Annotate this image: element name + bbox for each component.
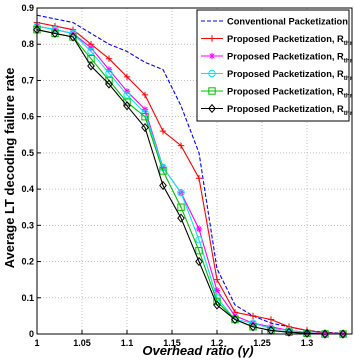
legend-label-main: Proposed Packetization, R [227,34,344,44]
data-point [105,69,113,77]
data-point [208,52,216,60]
data-point [177,189,185,197]
x-tick-label: 1.15 [163,338,181,348]
data-point [159,127,167,135]
legend-item: Proposed Packetization, Rthr = 9 [201,103,355,117]
data-point [213,276,221,283]
legend-label-subscript: thr [344,110,353,117]
legend-label-tail: = 5 [352,69,355,79]
data-point [87,61,95,71]
x-tick-label: 1.1 [121,338,134,348]
data-point [321,329,329,339]
legend-label-main: Proposed Packetization, R [227,104,344,114]
legend: Conventional Packetization Proposed Packe… [196,9,355,122]
x-tick-label: 1 [34,338,39,348]
data-point [195,256,203,267]
data-point [105,55,113,62]
data-point [195,236,203,244]
legend-item: Proposed Packetization, Rthr = 1 [201,34,355,47]
data-point [249,312,257,320]
legend-item: Conventional Packetization [201,17,348,27]
y-tick-label: 0.8 [21,39,34,49]
legend-item: Proposed Packetization, Rthr = 3 [201,52,355,65]
y-tick-label: 0.9 [21,3,34,13]
data-point [208,103,216,114]
y-tick-label: 0.7 [21,75,34,85]
legend-label-subscript: thr [344,75,353,82]
data-point [123,73,131,81]
data-point [141,91,149,99]
legend-label-main: Proposed Packetization, R [227,69,344,79]
x-tick-label: 1.3 [301,338,314,348]
x-axis-label: Overhead ratio (γ) [142,343,253,358]
plot-frame [36,7,353,335]
legend-label-main: Proposed Packetization, R [227,52,344,62]
series [36,14,344,334]
data-point [285,327,293,337]
y-tick-label: 0.4 [21,184,34,194]
data-point [208,35,216,42]
data-point [159,180,167,191]
y-tick-label: 0.3 [21,220,34,230]
data-point [177,213,185,223]
data-point [69,32,77,42]
legend-label-main: Proposed Packetization, R [227,87,344,97]
data-point [195,175,203,182]
axis-ticks: 1 1.05 1.1 1.15 1.2 1.25 1.3 0 0.1 0.2 0.3 0.4 0.5 0.… [21,3,313,348]
data-point [213,300,221,310]
legend-label: Proposed Packetization, Rthr = 1 [227,34,355,47]
legend-label: Proposed Packetization, Rthr = 9 [227,104,355,117]
x-tick-label: 1.05 [73,338,91,348]
legend-label: Proposed Packetization, Rthr = 3 [227,52,355,65]
data-point [51,28,59,38]
data-point [231,314,239,325]
data-point [141,122,149,133]
series-line [36,21,344,335]
data-point [141,112,149,121]
data-point [195,246,203,255]
data-point [208,87,216,95]
legend-label: Proposed Packetization, Rthr = 7 [227,87,355,100]
x-tick-label: 1.25 [253,338,271,348]
legend-label-tail: = 7 [352,87,355,97]
data-point [303,328,311,338]
legend-label-subscript: thr [344,40,353,47]
y-axis-label: Average LT decoding failure rate [2,68,17,269]
y-tick-label: 0.5 [21,148,34,158]
legend-item: Proposed Packetization, Rthr = 7 [201,87,355,100]
series [33,25,347,339]
data-point [177,203,185,211]
y-tick-label: 0.1 [21,293,34,303]
data-point [249,322,257,332]
series-line [36,14,344,334]
legend-label-subscript: thr [344,93,353,100]
data-point [123,101,131,111]
legend-label-tail: = 9 [352,104,355,114]
legend-label-tail: = 3 [352,52,355,62]
legend-label: Conventional Packetization [227,17,348,27]
legend-item: Proposed Packetization, Rthr = 5 [201,69,355,82]
legend-box [196,9,350,122]
x-tick-label: 1.2 [211,338,224,348]
data-point [339,329,347,339]
data-point [267,316,275,323]
data-point [195,225,203,233]
y-tick-label: 0.2 [21,257,34,267]
legend-label-main: Conventional Packetization [227,17,348,27]
y-tick-label: 0.6 [21,112,34,122]
data-point [177,142,185,149]
series-group [33,14,347,339]
data-point [123,91,131,99]
data-point [87,47,95,56]
y-tick-label: 0 [29,329,34,339]
data-point [105,79,113,89]
data-point [213,287,221,294]
data-point [208,69,216,78]
legend-label-tail: = 1 [352,34,355,44]
legend-label-subscript: thr [344,58,353,65]
data-point [159,167,167,175]
legend-label: Proposed Packetization, Rthr = 5 [227,69,355,82]
